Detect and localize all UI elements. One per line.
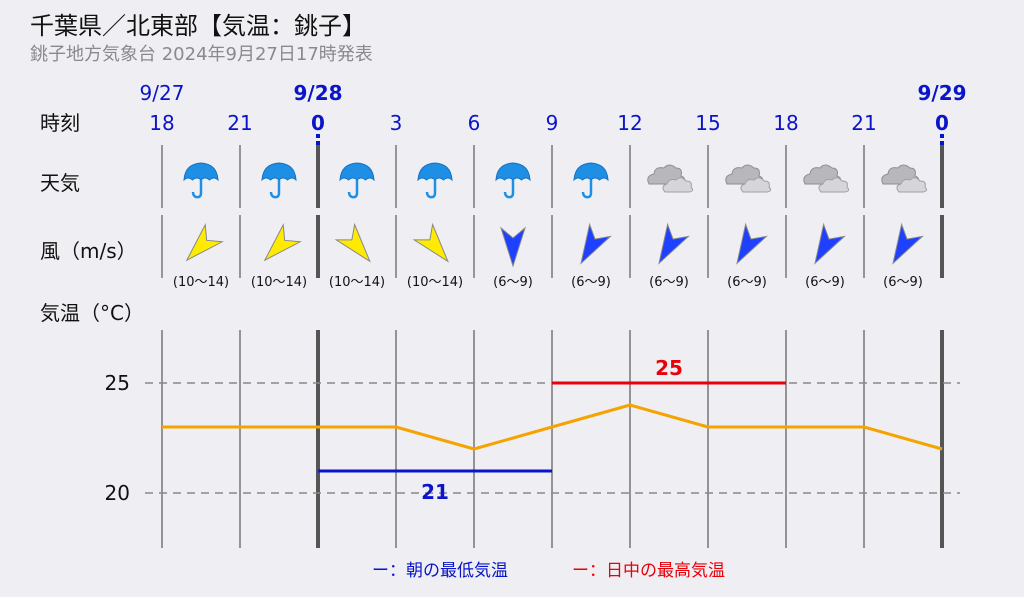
wind-arrow-icon (412, 222, 449, 263)
wind-range-label: (6〜9) (883, 275, 923, 290)
cloud-icon (881, 164, 928, 193)
page-subtitle: 銚子地方気象台 2024年9月27日17時発表 (30, 44, 373, 65)
umbrella-icon (495, 162, 531, 199)
hour-label: 9 (546, 111, 559, 135)
umbrella-icon (417, 162, 453, 199)
cloud-icon (803, 164, 850, 193)
wind-arrow-icon (892, 222, 924, 265)
cloud-icon (647, 164, 694, 193)
wind-arrow-icon (658, 222, 690, 265)
date-label: 9/29 (917, 81, 966, 105)
y-tick-label: 20 (105, 481, 130, 505)
wind-range-label: (6〜9) (805, 275, 845, 290)
hour-label: 18 (149, 111, 174, 135)
y-tick-label: 25 (105, 371, 130, 395)
hour-label: 21 (227, 111, 252, 135)
wind-range-label: (10〜14) (407, 275, 463, 290)
wind-arrow-icon (263, 223, 302, 262)
wind-range-label: (6〜9) (493, 275, 533, 290)
max-temp-label: 25 (655, 356, 683, 380)
min-temp-label: 21 (421, 480, 449, 504)
umbrella-icon (339, 162, 375, 199)
cloud-icon (725, 164, 772, 193)
legend-min: ー：朝の最低気温 (372, 561, 508, 581)
umbrella-icon (573, 162, 609, 199)
wind-range-label: (6〜9) (571, 275, 611, 290)
wind-range-label: (6〜9) (727, 275, 767, 290)
wind-range-label: (10〜14) (173, 275, 229, 290)
wind-range-label: (10〜14) (251, 275, 307, 290)
wind-range-label: (10〜14) (329, 275, 385, 290)
hour-label: 0 (935, 111, 949, 135)
hour-label: 6 (468, 111, 481, 135)
wind-arrow-icon (814, 222, 846, 265)
umbrella-icon (183, 162, 219, 199)
page-title: 千葉県／北東部【気温：銚子】 (30, 12, 366, 40)
hour-label: 0 (311, 111, 325, 135)
wind-arrow-icon (736, 222, 768, 265)
row-label-weather: 天気 (40, 171, 80, 195)
row-label-temp: 気温（°C） (40, 301, 144, 325)
wind-arrow-icon (580, 222, 612, 265)
wind-arrow-icon (334, 222, 371, 263)
hour-label: 12 (617, 111, 642, 135)
hour-label: 15 (695, 111, 720, 135)
date-label: 9/28 (293, 81, 342, 105)
wind-arrow-icon (185, 223, 224, 262)
row-label-wind: 風（m/s） (40, 239, 137, 263)
wind-arrow-icon (500, 226, 526, 268)
row-label-time: 時刻 (40, 111, 80, 135)
hour-label: 18 (773, 111, 798, 135)
legend-max: ー：日中の最高気温 (572, 561, 725, 581)
hour-label: 21 (851, 111, 876, 135)
hour-label: 3 (390, 111, 403, 135)
umbrella-icon (261, 162, 297, 199)
wind-range-label: (6〜9) (649, 275, 689, 290)
date-label: 9/27 (140, 81, 185, 105)
